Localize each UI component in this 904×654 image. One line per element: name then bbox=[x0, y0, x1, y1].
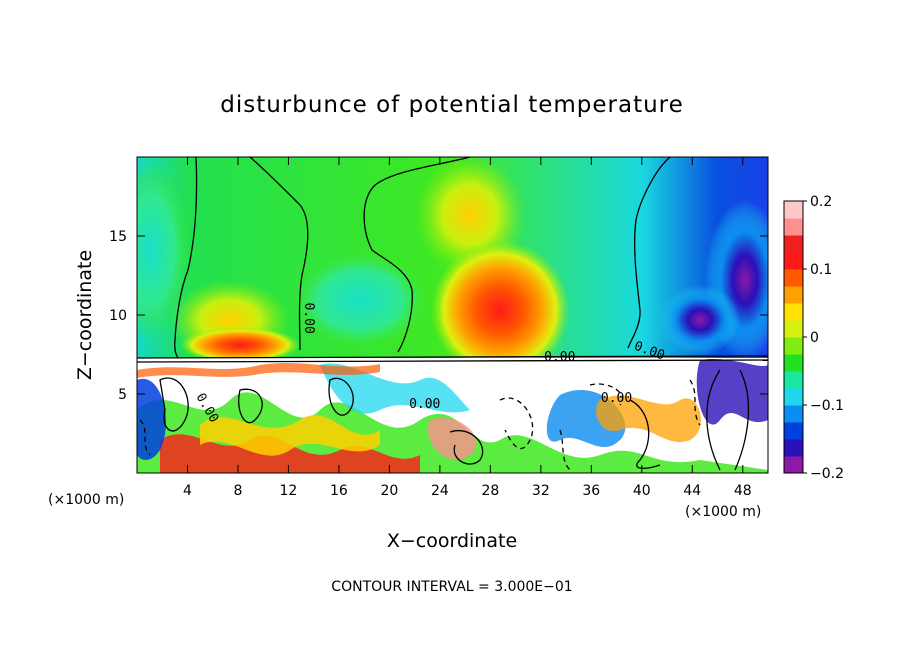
contour-zero-right bbox=[627, 157, 671, 349]
contour-label-3: 0.00 bbox=[409, 397, 440, 412]
field-cool-right-2 bbox=[660, 285, 740, 355]
colorbar-swatch-3 bbox=[784, 405, 803, 423]
y-axis: 5 10 15 bbox=[109, 229, 768, 403]
contour-low-5 bbox=[629, 399, 661, 469]
contour-dashed-3 bbox=[559, 383, 624, 471]
colorbar-tick-label-2: 0 bbox=[810, 330, 819, 346]
colorbar-swatch-10 bbox=[784, 286, 803, 304]
colorbar-swatch-6 bbox=[784, 354, 803, 372]
contour-dashed-1 bbox=[499, 397, 534, 449]
field-cyan-center bbox=[290, 250, 430, 350]
x-tick-label-11: 48 bbox=[734, 483, 752, 499]
x-axis-label: X−coordinate bbox=[387, 530, 517, 552]
colorbar-swatch-15 bbox=[784, 201, 803, 219]
y-tick-label-0: 5 bbox=[118, 387, 127, 403]
lower-band-red bbox=[160, 434, 420, 473]
lower-band-yellow bbox=[200, 415, 380, 456]
x-tick-label-9: 40 bbox=[633, 483, 651, 499]
contour-lines bbox=[137, 157, 768, 471]
x-unit-right: (×1000 m) bbox=[685, 504, 761, 520]
colorbar-tick-label-1: 0.1 bbox=[810, 262, 832, 278]
contour-low-2 bbox=[328, 377, 354, 416]
x-tick-label-7: 32 bbox=[532, 483, 550, 499]
contour-zero-left bbox=[174, 157, 198, 359]
x-tick-label-5: 24 bbox=[431, 483, 449, 499]
lower-band-green-2 bbox=[137, 362, 380, 378]
colorbar-swatch-1 bbox=[784, 439, 803, 457]
lower-band-blue bbox=[137, 378, 167, 460]
contour-low-6 bbox=[238, 388, 263, 424]
x-tick-label-2: 12 bbox=[280, 483, 298, 499]
contour-label-0: 0.00 bbox=[301, 303, 316, 334]
lower-band-purple bbox=[696, 358, 768, 425]
x-unit-left: (×1000 m) bbox=[48, 492, 124, 508]
colorbar-swatch-8 bbox=[784, 320, 803, 338]
contour-low-3 bbox=[449, 429, 484, 465]
colorbar-swatch-0 bbox=[784, 456, 803, 474]
lower-band-orange bbox=[596, 395, 701, 443]
colorbar-swatch-5 bbox=[784, 371, 803, 389]
colorbar-axis: 0.2 0.1 0 −0.1 −0.2 bbox=[803, 194, 844, 482]
plot-area: 0.000.00 0.000.00 0.000.00 bbox=[137, 157, 768, 473]
contour-label-4: 0.00 bbox=[601, 391, 632, 406]
x-tick-label-10: 44 bbox=[683, 483, 701, 499]
colorbar-tick-label-3: −0.1 bbox=[810, 398, 844, 414]
x-tick-label-1: 8 bbox=[233, 483, 242, 499]
chart-title: disturbunce of potential temperature bbox=[220, 92, 684, 118]
colorbar-swatch-2 bbox=[784, 422, 803, 440]
x-tick-label-8: 36 bbox=[582, 483, 600, 499]
colorbar-swatch-13 bbox=[784, 235, 803, 253]
field-warm-left bbox=[180, 327, 300, 363]
contour-label-1: 0.00 bbox=[544, 350, 575, 365]
y-tick-label-2: 15 bbox=[109, 229, 127, 245]
x-tick-label-3: 16 bbox=[330, 483, 348, 499]
contour-low-1 bbox=[159, 377, 189, 432]
x-tick-label-4: 20 bbox=[380, 483, 398, 499]
colorbar-swatch-11 bbox=[784, 269, 803, 287]
lower-band-cyan bbox=[320, 363, 470, 414]
contour-layer-top-2 bbox=[137, 359, 768, 363]
colorbar-tick-label-4: −0.2 bbox=[810, 466, 844, 482]
x-axis: 4 8 12 16 20 24 28 32 36 40 44 48 bbox=[183, 157, 752, 499]
colorbar-swatch-4 bbox=[784, 388, 803, 406]
contour-zero-column bbox=[249, 157, 309, 351]
x-tick-label-0: 4 bbox=[183, 483, 192, 499]
contour-dashed-2 bbox=[139, 379, 701, 456]
colorbar-swatch-12 bbox=[784, 252, 803, 270]
contour-layer-top bbox=[137, 355, 768, 359]
contour-zero-mid bbox=[363, 157, 471, 353]
contour-interval-note: CONTOUR INTERVAL = 3.000E−01 bbox=[331, 579, 572, 595]
field-warm-core bbox=[430, 240, 570, 380]
field-cyan-left bbox=[137, 160, 190, 340]
colorbar-swatch-14 bbox=[784, 218, 803, 236]
colorbar bbox=[783, 200, 804, 474]
colorbar-swatch-7 bbox=[784, 337, 803, 355]
y-axis-label: Z−coordinate bbox=[74, 250, 96, 380]
lower-band-pink bbox=[428, 418, 477, 460]
y-tick-label-1: 10 bbox=[109, 308, 127, 324]
colorbar-tick-label-0: 0.2 bbox=[810, 194, 832, 210]
contour-low-4 bbox=[706, 369, 750, 471]
x-tick-label-6: 28 bbox=[481, 483, 499, 499]
colorbar-swatch-9 bbox=[784, 303, 803, 321]
